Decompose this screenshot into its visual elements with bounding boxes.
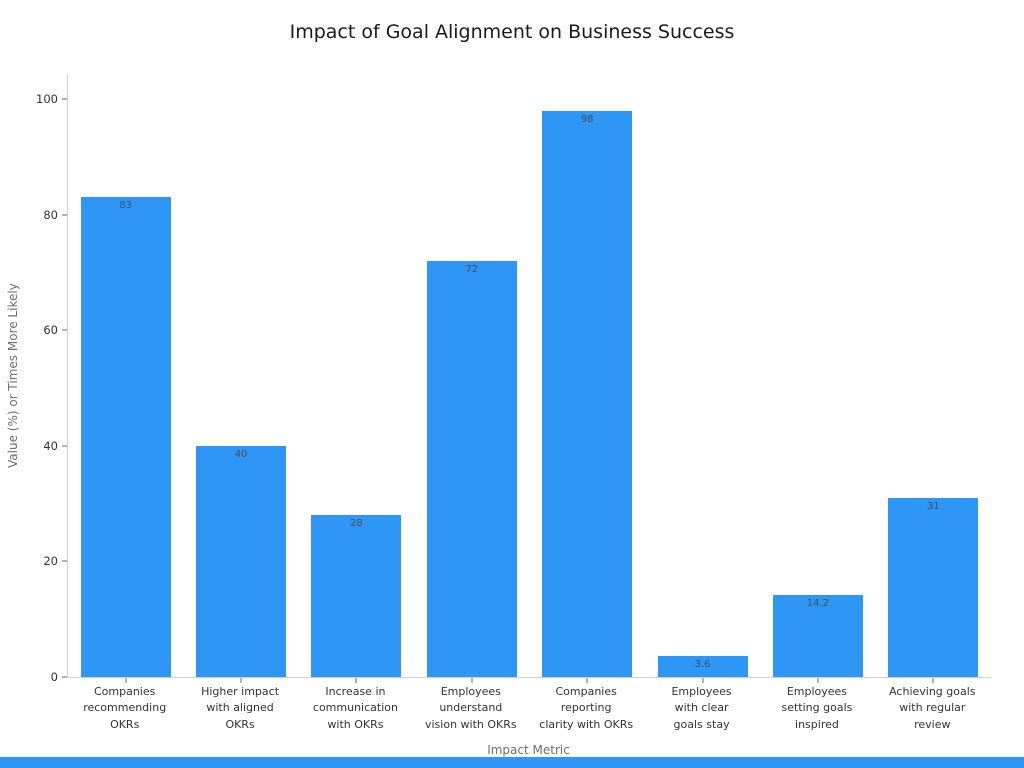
- x-tick-mark: [471, 678, 473, 683]
- bar: 31: [888, 497, 979, 677]
- x-tick-mark: [817, 678, 819, 683]
- bar-slot: 31: [876, 75, 991, 677]
- y-tick-label: 40: [43, 438, 58, 453]
- y-tick-mark: [62, 98, 67, 100]
- bar-slot: 72: [414, 75, 529, 677]
- y-tick-label: 0: [50, 670, 58, 684]
- x-axis-label: Impact Metric: [487, 743, 570, 757]
- bar-slot: 3.6: [645, 75, 760, 677]
- x-tick-label: Companies recommending OKRs: [83, 685, 167, 731]
- bar: 14.2: [772, 594, 863, 677]
- y-tick-mark: [62, 560, 67, 562]
- x-tick-label: Higher impact with aligned OKRs: [201, 685, 280, 731]
- y-axis-label: Value (%) or Times More Likely: [6, 283, 20, 469]
- y-tick-label: 80: [43, 207, 58, 222]
- bar: 3.6: [657, 656, 748, 677]
- bar-value-label: 3.6: [694, 659, 711, 671]
- plot-area: 83 40 28 72 98 3.6 14.2 31 0 20 40 60 80 100: [36, 75, 991, 684]
- bar-value-label: 40: [234, 448, 248, 460]
- bar-slot: 40: [183, 75, 298, 677]
- bar-slot: 98: [530, 75, 645, 677]
- bar-value-label: 98: [580, 113, 594, 125]
- chart-title: Impact of Goal Alignment on Business Suc…: [289, 21, 735, 43]
- x-tick-label: Employees with clear goals stay: [671, 685, 732, 731]
- bar: 28: [311, 515, 402, 677]
- y-tick-mark: [62, 445, 67, 447]
- y-tick-label: 60: [43, 323, 58, 338]
- x-tick-mark: [586, 678, 588, 683]
- bar-value-label: 28: [350, 518, 363, 530]
- x-tick-label: Increase in communication with OKRs: [312, 685, 398, 731]
- y-tick-mark: [62, 214, 67, 216]
- x-tick-label: Companies reporting clarity with OKRs: [539, 685, 634, 731]
- bottom-accent-bar: [0, 757, 1024, 768]
- x-tick-label: Employees understand vision with OKRs: [424, 685, 517, 731]
- y-tick-mark: [62, 329, 67, 331]
- y-tick-label: 20: [43, 554, 58, 569]
- bar: 40: [196, 445, 287, 677]
- x-tick-labels: Companies recommending OKRs Higher impact…: [67, 684, 990, 733]
- bar: 83: [80, 197, 171, 677]
- bar-value-label: 83: [119, 200, 133, 212]
- x-tick-label: Achieving goals with regular review: [889, 685, 976, 731]
- x-tick-mark: [125, 678, 127, 683]
- y-tick-label: 100: [36, 92, 58, 106]
- bar-slot: 14.2: [760, 75, 875, 677]
- bar: 72: [426, 260, 517, 677]
- bar: 98: [542, 110, 633, 677]
- x-tick-mark: [932, 678, 934, 683]
- x-tick-mark: [240, 678, 242, 683]
- bar-value-label: 72: [465, 263, 479, 275]
- bar-slot: 28: [299, 75, 414, 677]
- bar-value-label: 31: [926, 500, 940, 512]
- bars: 83 40 28 72 98 3.6 14.2 31: [68, 75, 991, 677]
- y-tick-mark: [62, 676, 67, 678]
- bar-value-label: 14.2: [806, 597, 830, 609]
- x-tick-mark: [355, 678, 357, 683]
- x-tick-label: Employees setting goals inspired: [781, 685, 853, 731]
- bar-slot: 83: [68, 75, 183, 677]
- x-tick-mark: [702, 678, 704, 683]
